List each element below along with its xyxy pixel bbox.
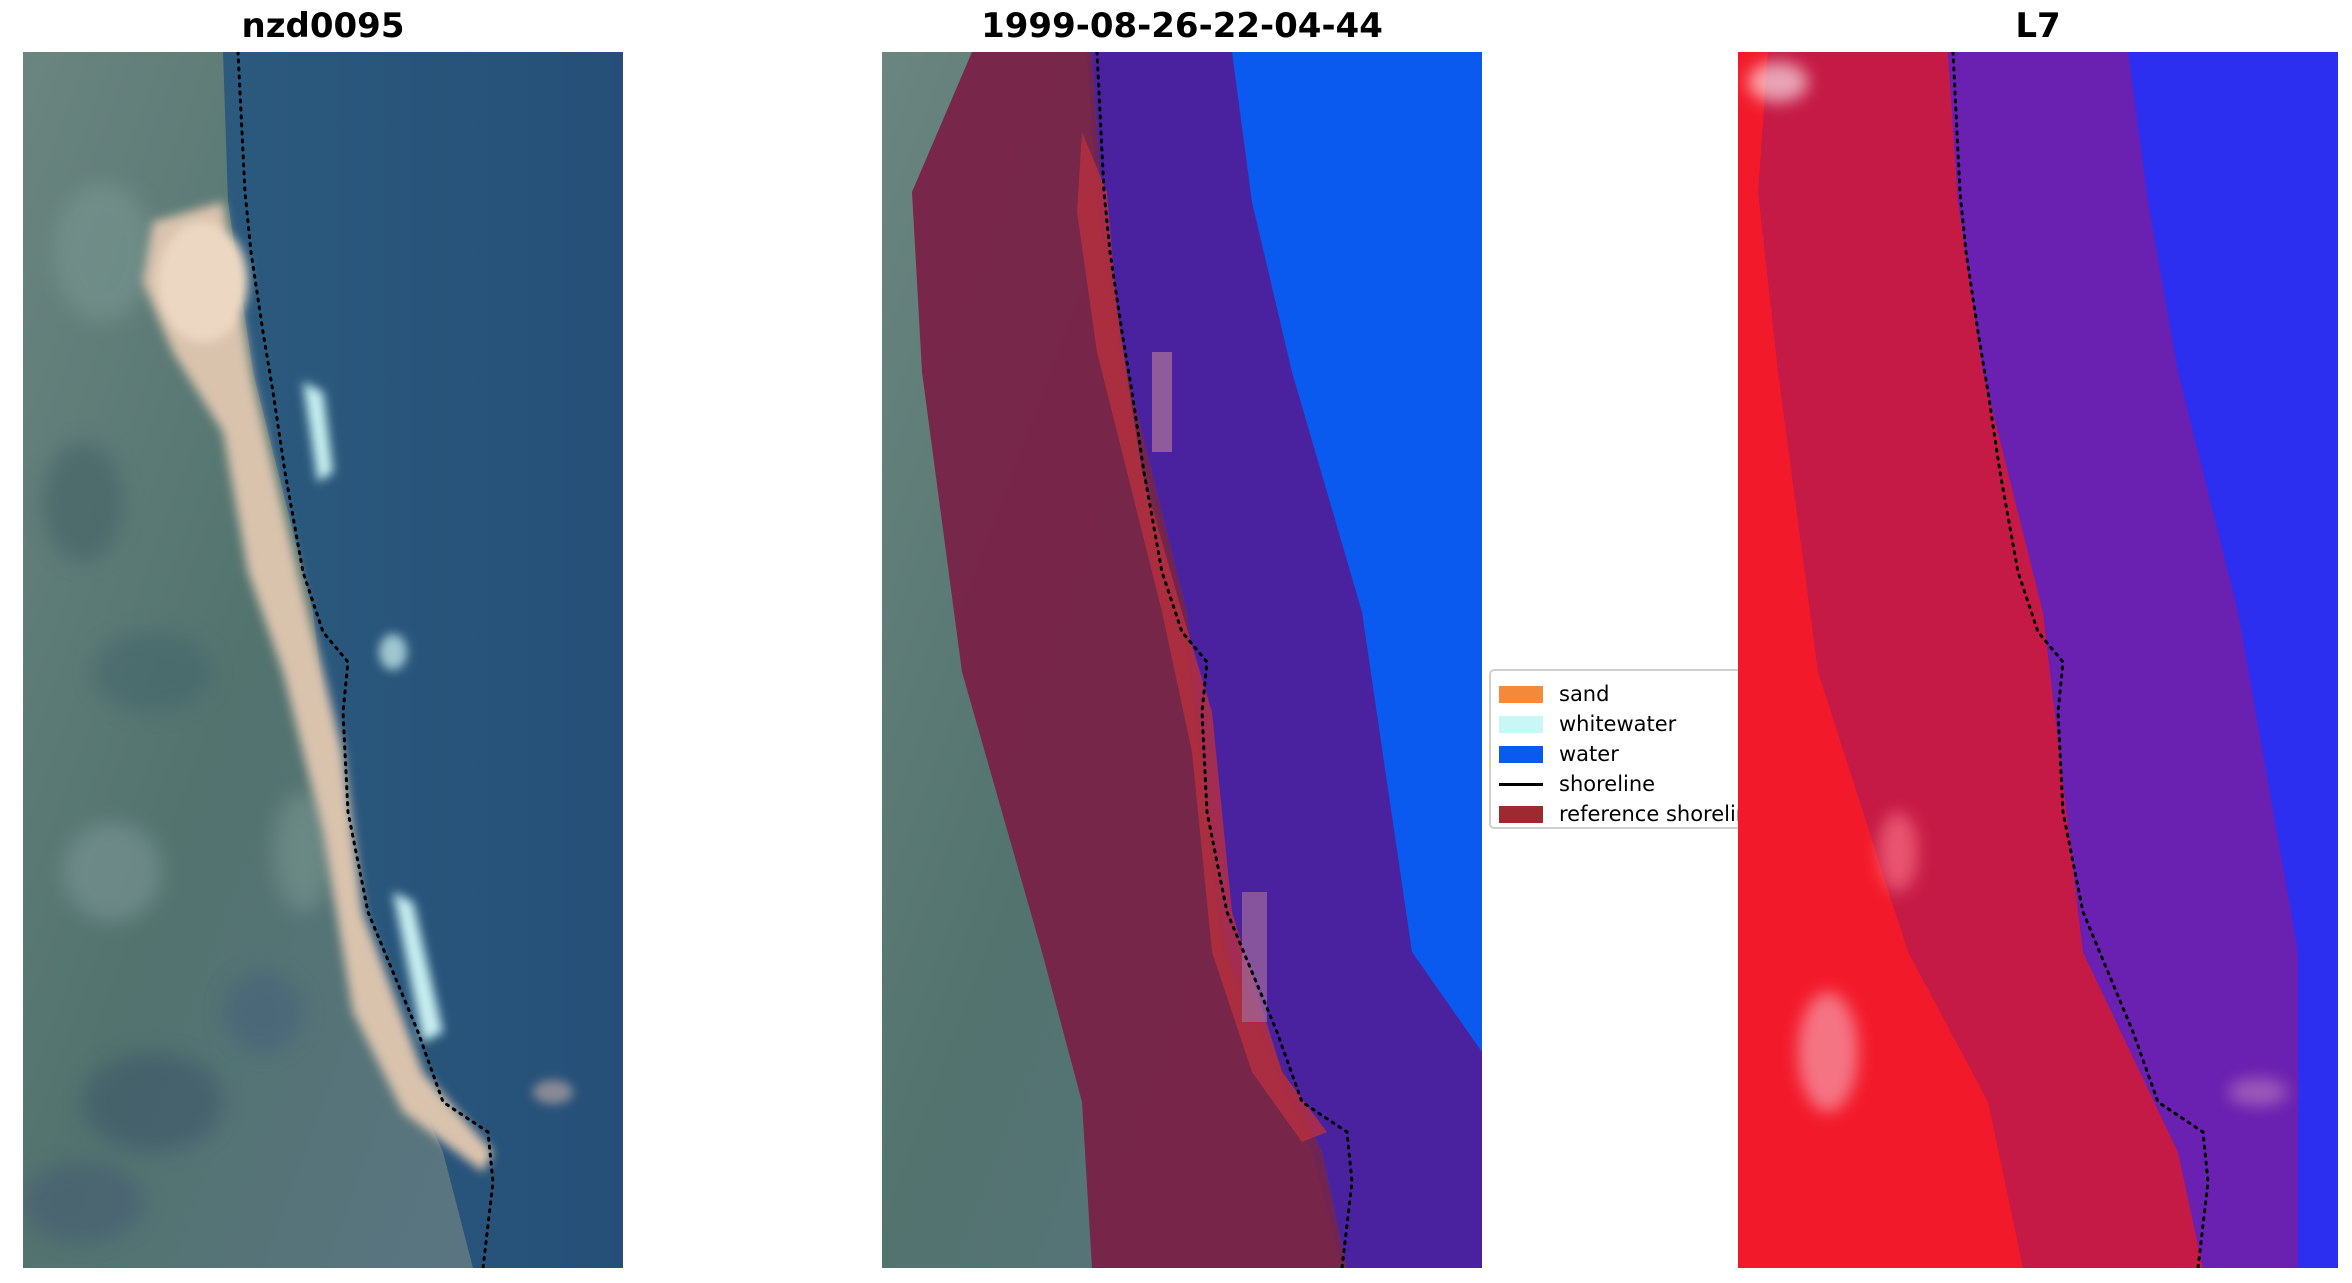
legend-swatch-sand xyxy=(1499,685,1543,703)
legend-item-shoreline: shoreline xyxy=(1499,769,1747,799)
legend-swatch-reference-shoreline xyxy=(1499,805,1543,823)
legend-swatch-whitewater xyxy=(1499,715,1543,733)
index-image xyxy=(1738,52,2338,1268)
rgb-satellite-image xyxy=(23,52,623,1268)
legend-label-reference-shoreline: reference shoreline buffer xyxy=(1559,802,1747,826)
panel-title-rgb: nzd0095 xyxy=(241,6,405,46)
index-image-panel xyxy=(1738,52,2338,1268)
legend-label-shoreline: shoreline xyxy=(1559,772,1656,796)
legend-item-whitewater: whitewater xyxy=(1499,709,1747,739)
classified-image-panel xyxy=(882,52,1482,1268)
legend-item-sand: sand xyxy=(1499,679,1747,709)
rgb-image-panel xyxy=(23,52,623,1268)
legend-item-water: water xyxy=(1499,739,1747,769)
legend-swatch-water xyxy=(1499,745,1543,763)
panel-title-classified: 1999-08-26-22-04-44 xyxy=(981,6,1383,46)
panel-title-index: L7 xyxy=(2015,6,2061,46)
legend: sand whitewater water shoreline referenc… xyxy=(1489,669,1749,829)
legend-swatch-shoreline xyxy=(1499,782,1543,786)
legend-label-whitewater: whitewater xyxy=(1559,712,1677,736)
legend-label-sand: sand xyxy=(1559,682,1610,706)
classified-image xyxy=(882,52,1482,1268)
legend-item-reference-shoreline: reference shoreline buffer xyxy=(1499,799,1747,827)
legend-label-water: water xyxy=(1559,742,1619,766)
